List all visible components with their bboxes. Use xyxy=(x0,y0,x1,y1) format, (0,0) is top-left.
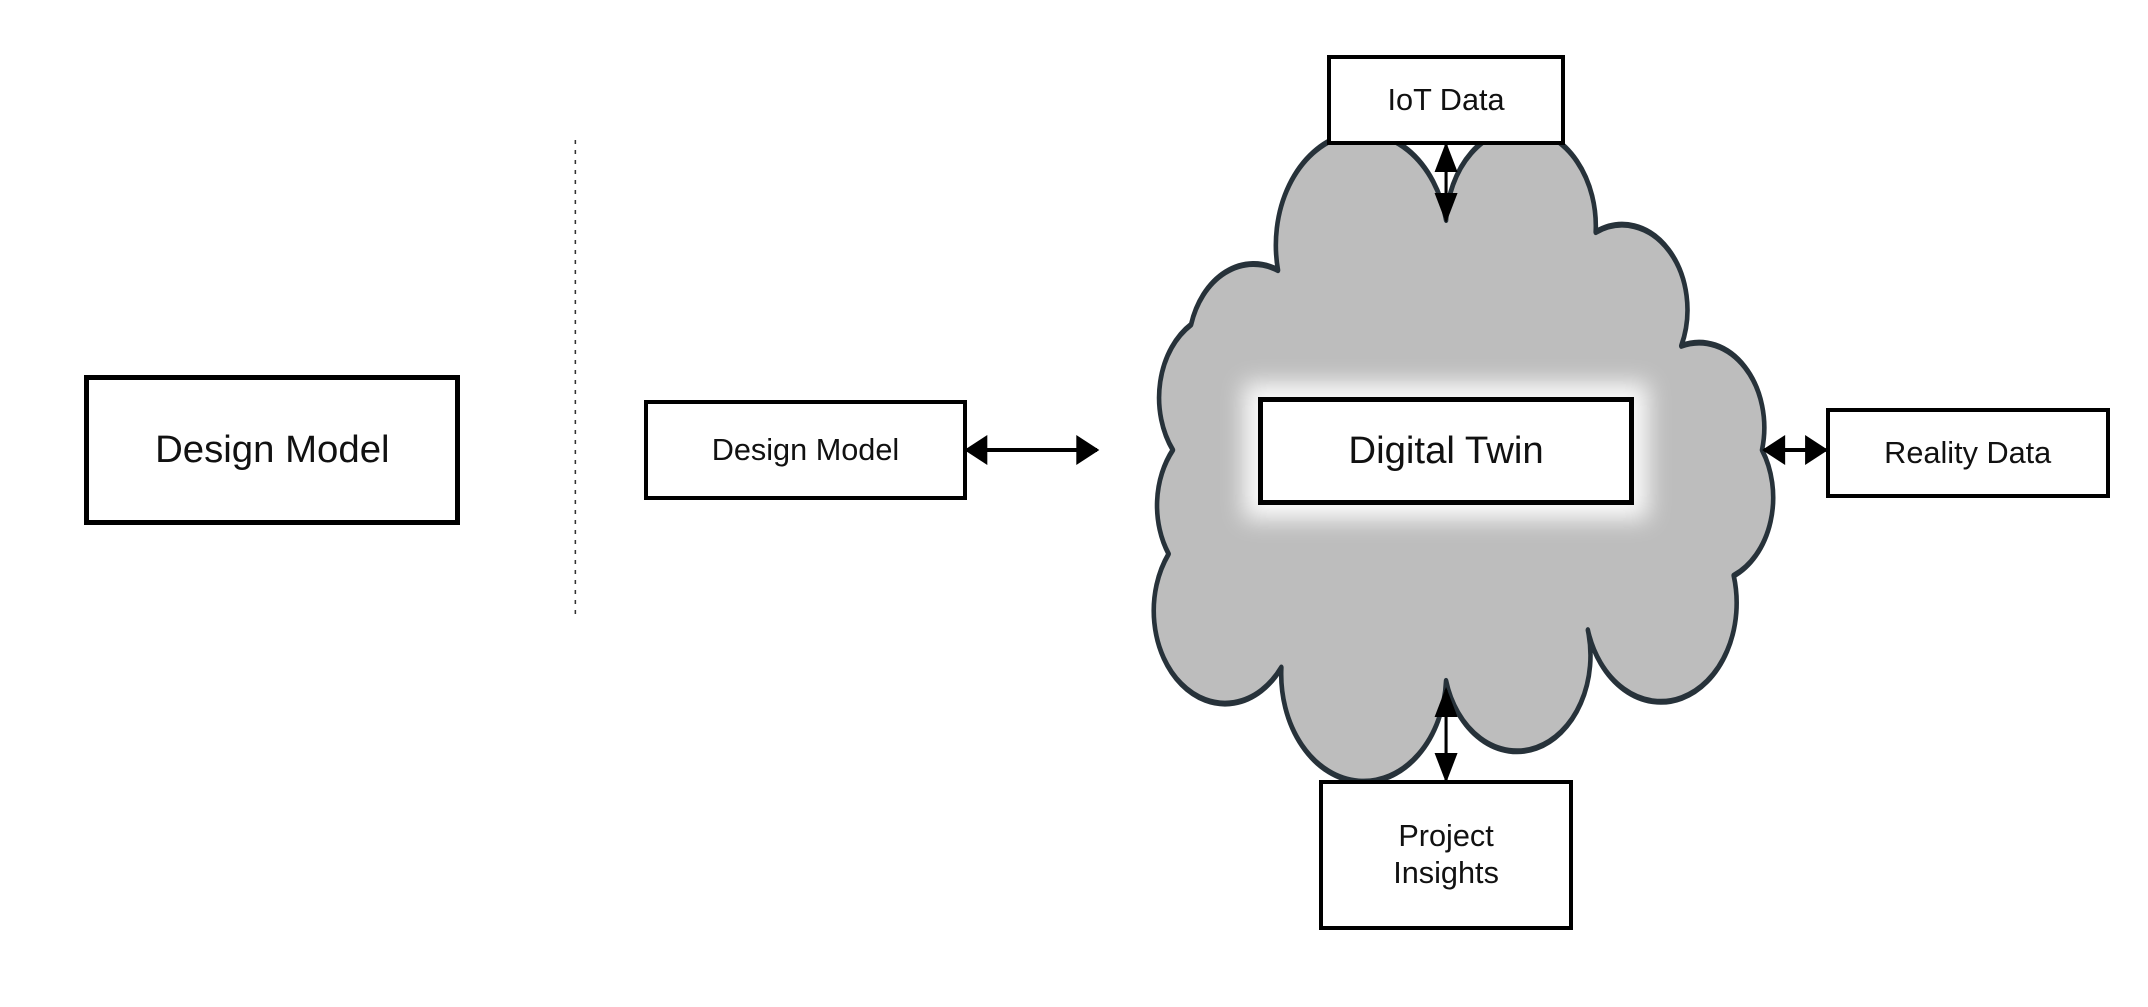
node-label: Digital Twin xyxy=(1348,428,1543,474)
node-label: ProjectInsights xyxy=(1393,818,1499,892)
node-design-model-right: Design Model xyxy=(644,400,966,500)
node-iot-data: IoT Data xyxy=(1327,55,1565,145)
node-design-model-left: Design Model xyxy=(84,375,460,525)
node-label: Design Model xyxy=(155,427,389,473)
node-reality-data: Reality Data xyxy=(1826,408,2110,498)
node-project-insights: ProjectInsights xyxy=(1319,780,1572,930)
node-label: IoT Data xyxy=(1388,82,1505,119)
node-label: Reality Data xyxy=(1884,435,2051,472)
node-label: Design Model xyxy=(712,432,900,469)
diagram-canvas: Design Model Design Model Digital Twin I… xyxy=(0,0,2148,1007)
node-digital-twin: Digital Twin xyxy=(1258,397,1634,505)
